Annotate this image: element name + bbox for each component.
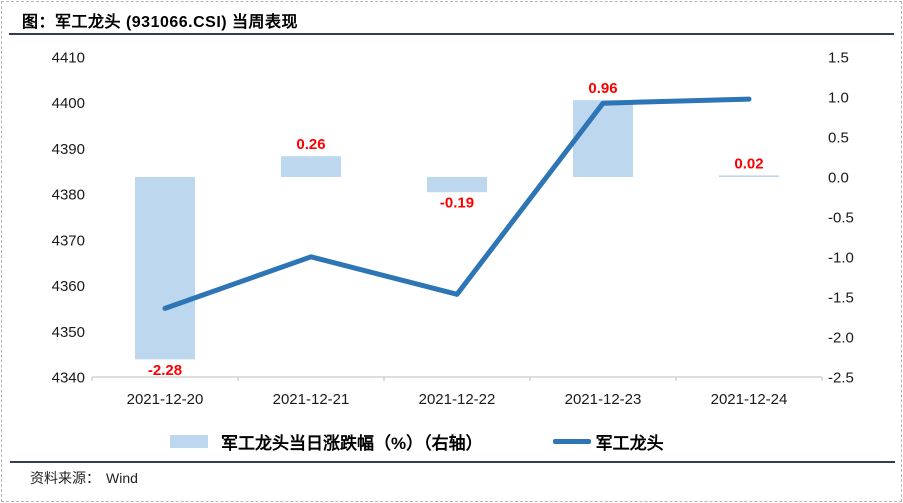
x-axis-label: 2021-12-20	[127, 391, 204, 408]
bar	[573, 100, 633, 177]
y-axis-left-tick-label: 4370	[52, 232, 85, 249]
bar	[281, 156, 341, 177]
bar-value-label: -2.28	[148, 362, 182, 379]
source-divider	[10, 461, 895, 463]
y-axis-right-tick-label: -2.5	[828, 370, 854, 387]
line-series-label: 军工龙头	[595, 434, 664, 453]
bar-value-label: -0.19	[440, 195, 474, 212]
bar-value-label: 0.26	[296, 136, 325, 153]
bar-series-swatch	[170, 435, 208, 448]
y-axis-left-tick-label: 4400	[52, 95, 85, 112]
y-axis-right-tick-label: 0.5	[828, 130, 849, 147]
y-axis-left-tick-label: 4380	[52, 187, 85, 204]
combo-chart: 4410 4400 4390 4380 4370 4360 4350 4340 1.5 1.0 0.…	[52, 50, 854, 409]
y-axis-right-tick-label: -1.0	[828, 250, 854, 267]
legend: 军工龙头当日涨跌幅（%）（右轴） 军工龙头	[170, 429, 664, 454]
bar-value-label: 0.02	[734, 155, 763, 172]
title-divider	[9, 33, 894, 35]
x-axis-label: 2021-12-23	[565, 391, 642, 408]
y-axis-left-tick-label: 4410	[52, 50, 85, 67]
source-value: Wind	[106, 470, 138, 486]
bar	[135, 177, 195, 360]
x-axis-label: 2021-12-21	[273, 391, 350, 408]
source-note: 资料来源： Wind	[30, 468, 138, 488]
y-axis-right-tick-label: 0.0	[828, 170, 849, 187]
y-axis-left-tick-label: 4360	[52, 278, 85, 295]
y-axis-left-tick-label: 4340	[52, 370, 85, 387]
legend-item-bar-series: 军工龙头当日涨跌幅（%）（右轴）	[170, 429, 483, 454]
y-axis-right-tick-label: -0.5	[828, 210, 854, 227]
index-line	[162, 96, 752, 311]
bar	[719, 175, 779, 177]
y-axis-left-tick-label: 4390	[52, 141, 85, 158]
legend-item-line-series: 军工龙头	[552, 429, 664, 454]
source-label: 资料来源：	[30, 472, 100, 487]
bar	[427, 177, 487, 193]
bar-value-label: 0.96	[588, 80, 617, 97]
y-axis-right-tick-label: 1.0	[828, 90, 849, 107]
chart-title: 图：军工龙头 (931066.CSI) 当周表现	[22, 14, 299, 31]
x-axis-label: 2021-12-22	[419, 391, 496, 408]
x-axis-label: 2021-12-24	[711, 391, 788, 408]
line-series-swatch	[552, 439, 591, 444]
y-axis-right-tick-label: -2.0	[828, 330, 854, 347]
y-axis-left-tick-label: 4350	[52, 324, 85, 341]
bar-series-label: 军工龙头当日涨跌幅（%）（右轴）	[221, 434, 483, 453]
y-axis-right-tick-label: -1.5	[828, 290, 854, 307]
y-axis-right-tick-label: 1.5	[828, 50, 849, 67]
